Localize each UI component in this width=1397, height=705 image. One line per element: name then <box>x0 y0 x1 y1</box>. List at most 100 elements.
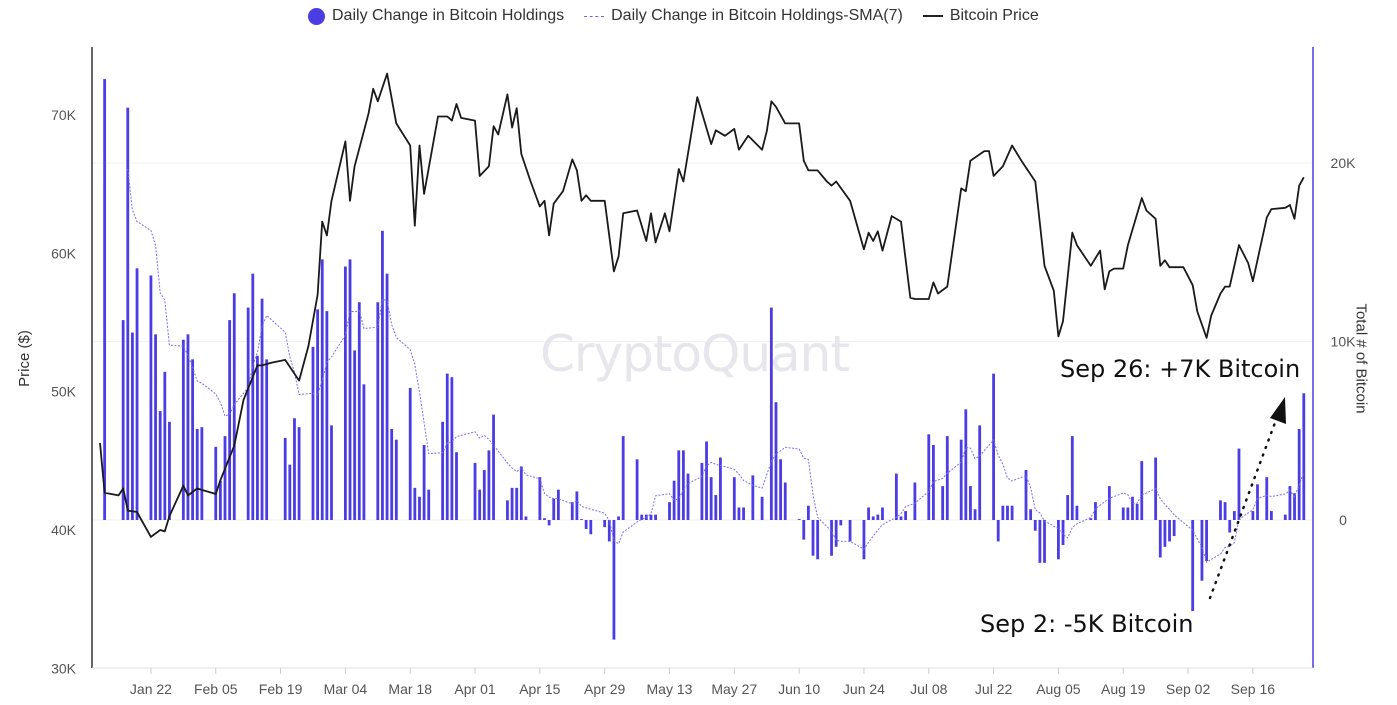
bar <box>612 520 616 640</box>
left-tick-label: 60K <box>51 245 77 261</box>
bar <box>1010 505 1014 520</box>
bar <box>418 496 421 520</box>
bar <box>839 520 843 526</box>
bar <box>1237 448 1241 520</box>
bar <box>584 520 588 529</box>
x-tick-label: Feb 19 <box>259 681 303 697</box>
x-tick-label: Feb 05 <box>194 681 238 697</box>
bar <box>163 371 167 520</box>
bar <box>121 320 125 520</box>
legend-item-sma[interactable]: Daily Change in Bitcoin Holdings-SMA(7) <box>584 7 903 25</box>
bar <box>1121 507 1125 520</box>
bar <box>1205 520 1208 562</box>
bar <box>330 425 333 520</box>
bar <box>376 302 380 520</box>
bar <box>686 473 690 520</box>
bar <box>1168 520 1171 542</box>
bar <box>510 487 514 520</box>
x-tick-label: Jun 10 <box>778 681 820 697</box>
bar <box>492 414 495 520</box>
bar <box>316 309 320 520</box>
bar <box>617 516 620 520</box>
right-tick-label: 20K <box>1331 155 1357 171</box>
bar <box>251 273 255 520</box>
bar <box>1251 511 1255 520</box>
bar <box>1029 509 1033 520</box>
bar <box>1293 493 1296 520</box>
bar <box>973 509 977 520</box>
bar <box>223 436 227 520</box>
bar <box>1269 511 1273 520</box>
bar <box>1107 486 1111 520</box>
bar <box>385 273 389 520</box>
bar <box>1126 507 1130 520</box>
legend-item-daily-change[interactable]: Daily Change in Bitcoin Holdings <box>308 7 564 25</box>
legend-label: Bitcoin Price <box>949 7 1039 24</box>
bar <box>681 450 685 520</box>
bar <box>200 427 204 520</box>
bar <box>482 470 486 520</box>
bar <box>181 339 185 520</box>
bar <box>816 520 820 560</box>
bar <box>478 489 482 520</box>
bar <box>556 489 560 520</box>
bar <box>1135 503 1139 520</box>
bar <box>1024 470 1028 520</box>
bar <box>1200 520 1204 581</box>
legend-line-icon <box>922 15 943 17</box>
bar <box>408 387 412 520</box>
bar <box>473 462 477 520</box>
bar <box>871 516 875 520</box>
bar <box>524 516 528 520</box>
bar <box>732 477 736 520</box>
bar <box>677 450 681 520</box>
bar <box>580 519 583 520</box>
x-tick-label: Aug 05 <box>1036 681 1081 697</box>
bar <box>131 332 134 520</box>
bar <box>894 473 898 520</box>
bar <box>881 507 884 520</box>
x-tick-label: Jul 22 <box>975 681 1013 697</box>
bar <box>357 302 361 520</box>
bar <box>427 489 431 520</box>
bar <box>1066 495 1070 520</box>
x-axis-ticks: Jan 22 Feb 05 Feb 19 Mar 04 Mar 18 Apr 01 Apr … <box>130 668 1275 697</box>
bar <box>390 428 394 520</box>
bar <box>737 507 741 520</box>
bar-series <box>103 79 1306 640</box>
bar <box>751 475 755 520</box>
sma-line <box>127 168 1305 563</box>
bar <box>1131 496 1134 520</box>
bar <box>353 350 357 520</box>
bar <box>260 298 264 520</box>
bar <box>1057 520 1060 560</box>
bar <box>969 486 972 520</box>
legend-dash-icon <box>584 15 605 17</box>
bar <box>1140 461 1144 520</box>
legend-label: Daily Change in Bitcoin Holdings-SMA(7) <box>611 7 903 24</box>
x-tick-label: Mar 18 <box>388 681 432 697</box>
bar <box>959 439 963 520</box>
bar <box>779 459 783 520</box>
bar <box>126 107 130 520</box>
bar <box>1094 502 1097 520</box>
bar <box>996 520 1000 542</box>
bar <box>1038 520 1042 563</box>
left-tick-label: 40K <box>51 522 77 538</box>
bar <box>288 464 292 520</box>
legend-item-price[interactable]: Bitcoin Price <box>922 7 1039 25</box>
bar <box>283 437 287 520</box>
bar <box>441 421 445 520</box>
arrowhead-icon <box>1270 397 1286 424</box>
price-line <box>99 72 1305 538</box>
bar <box>547 520 551 526</box>
bar <box>621 436 625 520</box>
bar <box>1089 518 1093 520</box>
bar <box>714 495 718 520</box>
bar <box>1158 520 1162 558</box>
bar <box>783 482 787 520</box>
x-tick-label: Aug 19 <box>1101 681 1146 697</box>
bar <box>760 496 764 520</box>
bar <box>806 505 810 520</box>
